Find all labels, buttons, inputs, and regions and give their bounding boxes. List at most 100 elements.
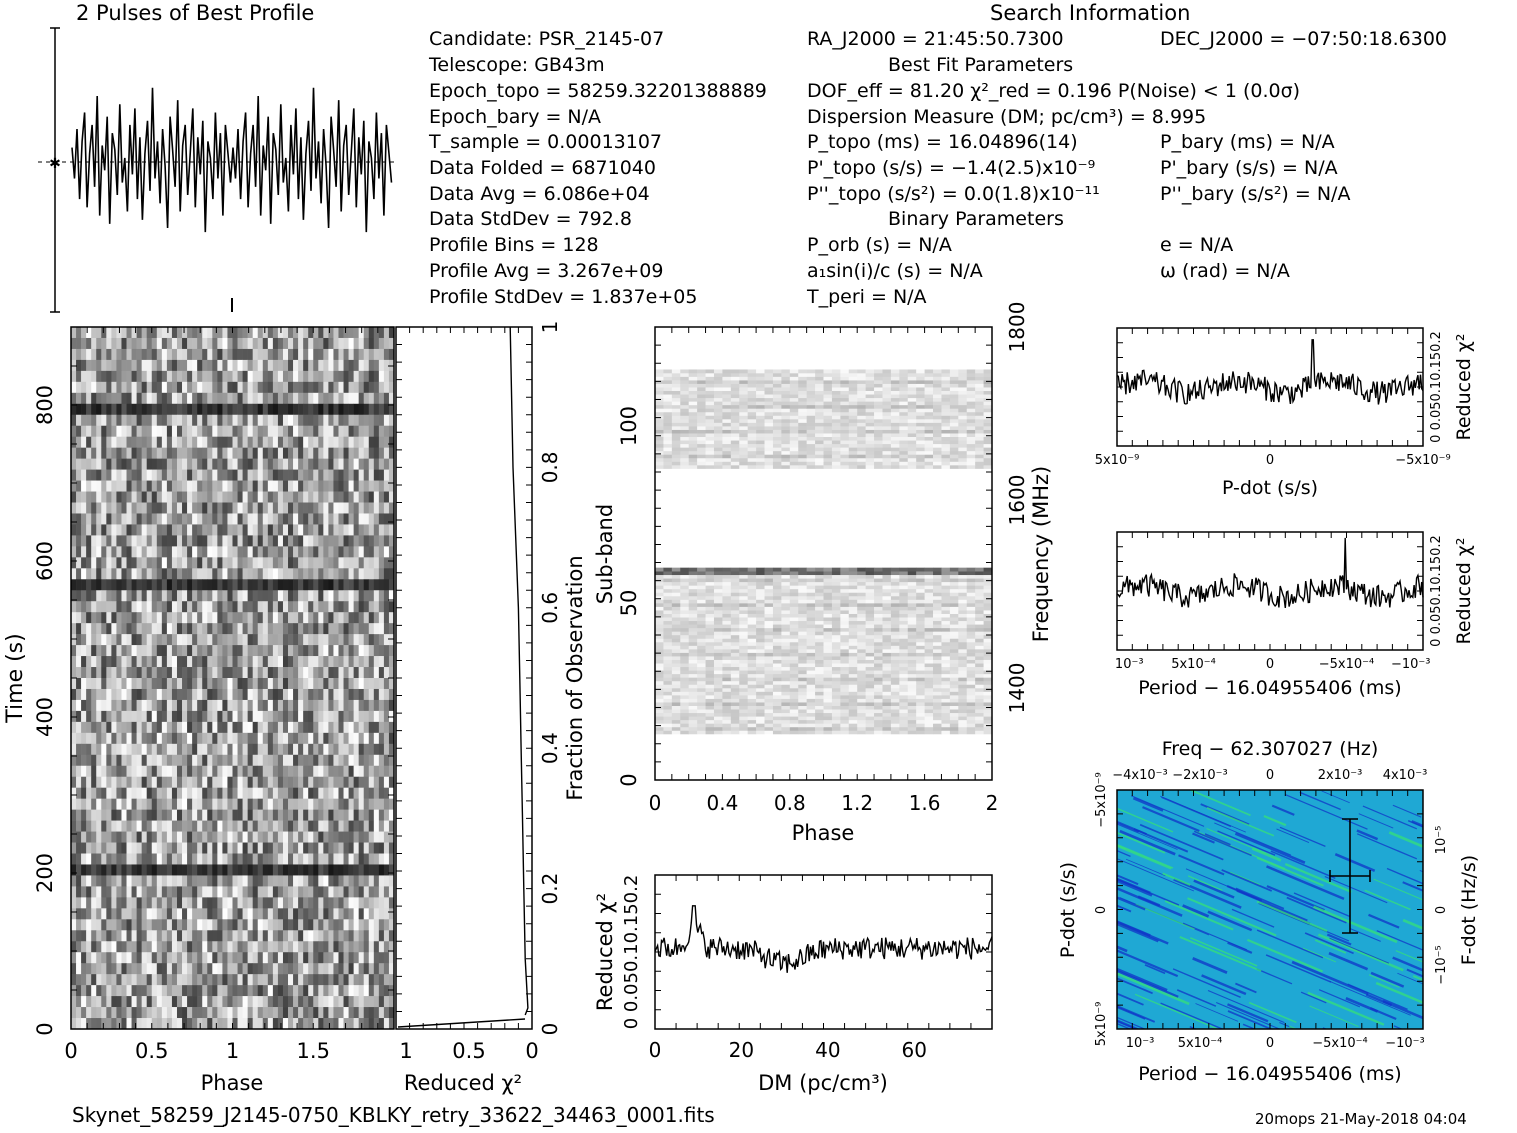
time-phase-cell [373, 930, 380, 942]
time-phase-cell [96, 436, 102, 448]
time-phase-cell [277, 348, 284, 361]
time-phase-cell [257, 963, 264, 975]
subband-cell [705, 659, 715, 664]
time-phase-cell [257, 809, 264, 821]
time-phase-cell [202, 414, 208, 427]
time-phase-cell [111, 864, 117, 876]
time-phase-cell [242, 612, 248, 624]
info-profile-avg: Profile Avg = 3.267e+09 [429, 260, 664, 282]
time-phase-cell [378, 480, 385, 492]
time-phase-cell [111, 359, 117, 372]
subband-cell [680, 705, 689, 710]
time-phase-cell [212, 381, 218, 394]
time-phase-cell [262, 952, 269, 964]
time-phase-cell [388, 886, 395, 898]
time-phase-cell [388, 930, 395, 942]
subband-cell [747, 680, 757, 685]
time-phase-cell [222, 425, 228, 437]
subband-cell [798, 705, 807, 710]
time-phase-cell [282, 721, 289, 734]
time-phase-cell [86, 546, 92, 558]
subband-cell [764, 705, 774, 710]
time-phase-cell [131, 667, 137, 679]
time-phase-cell [242, 875, 248, 887]
time-phase-cell [202, 579, 208, 591]
time-phase-cell [182, 908, 188, 920]
time-phase-cell [111, 327, 117, 339]
subband-cell [848, 705, 858, 710]
time-phase-cell [212, 996, 218, 1008]
time-phase-cell [106, 491, 112, 503]
time-phase-cell [131, 623, 137, 635]
time-phase-cell [76, 579, 82, 591]
time-phase-cell [176, 513, 183, 525]
subband-cell [941, 691, 951, 696]
time-phase-cell [308, 688, 314, 701]
time-phase-cell [282, 820, 289, 832]
time-phase-cell [257, 458, 264, 470]
subband-cell [831, 695, 841, 699]
time-phase-cell [303, 491, 309, 503]
time-phase-cell [293, 436, 299, 448]
time-phase-cell [388, 612, 395, 624]
subband-cell [916, 723, 925, 728]
time-phase-cell [182, 447, 188, 459]
time-phase-cell [293, 831, 299, 843]
time-phase-cell [207, 327, 213, 339]
time-phase-cell [282, 623, 289, 635]
time-phase-cell [318, 612, 324, 624]
time-phase-cell [76, 656, 82, 668]
subband-cell [907, 695, 917, 699]
subband-cell [655, 716, 664, 721]
time-phase-cell [237, 458, 243, 470]
time-phase-cell [131, 458, 137, 470]
time-phase-cell [86, 1018, 92, 1030]
time-phase-cell [383, 831, 390, 843]
time-phase-cell [272, 392, 279, 405]
time-phase-cell [247, 678, 253, 690]
time-phase-cell [242, 732, 248, 745]
time-phase-cell [141, 798, 148, 810]
time-phase-cell [277, 930, 284, 942]
time-phase-cell [91, 414, 97, 427]
time-phase-cell [171, 809, 178, 821]
subband-cell [815, 702, 824, 706]
subband-cell [958, 705, 968, 710]
time-phase-cell [242, 809, 248, 821]
time-phase-cell [91, 798, 97, 810]
time-phase-cell [247, 535, 253, 547]
time-phase-cell [333, 425, 339, 437]
subband-cell [798, 670, 807, 675]
time-phase-cell [121, 535, 127, 547]
subband-cell [958, 666, 968, 671]
time-phase-cell [242, 765, 248, 778]
time-phase-cell [197, 634, 203, 646]
time-phase-cell [323, 908, 329, 920]
time-phase-cell [212, 392, 218, 405]
subband-cell [781, 730, 791, 735]
time-phase-cell [116, 765, 122, 778]
time-phase-cell [166, 590, 173, 602]
time-phase-cell [368, 656, 375, 668]
time-phase-cell [141, 579, 148, 591]
time-phase-cell [343, 327, 349, 339]
subband-cell [831, 673, 841, 678]
time-phase-cell [182, 688, 188, 701]
time-phase-cell [338, 1007, 344, 1019]
time-phase-cell [257, 623, 264, 635]
time-phase-cell [388, 1007, 395, 1019]
time-phase-cell [343, 710, 349, 723]
time-phase-cell [86, 623, 92, 635]
time-phase-cell [202, 458, 208, 470]
time-phase-cell [308, 480, 314, 492]
time-phase-cell [187, 919, 193, 931]
time-phase-cell [182, 842, 188, 854]
time-phase-cell [116, 952, 122, 964]
time-phase-cell [348, 941, 354, 953]
time-phase-cell [373, 557, 380, 569]
time-phase-cell [136, 930, 142, 942]
time-phase-cell [86, 568, 92, 580]
subband-cell [874, 712, 883, 717]
time-phase-cell [333, 776, 339, 788]
time-phase-cell [368, 963, 375, 975]
